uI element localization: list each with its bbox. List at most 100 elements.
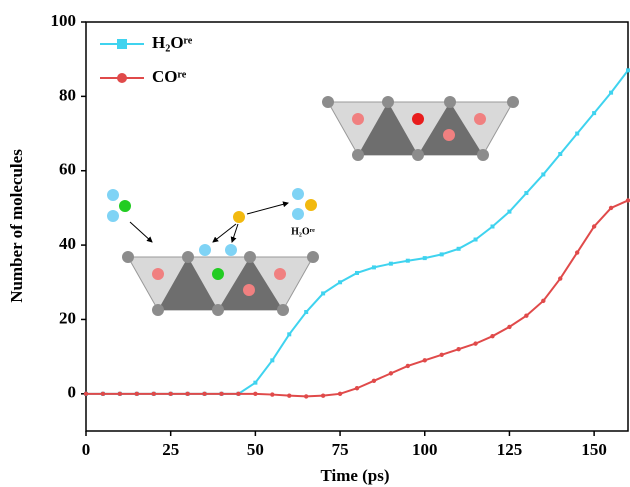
- point: [405, 363, 411, 369]
- point: [287, 332, 292, 337]
- atom: [244, 251, 256, 263]
- point: [338, 280, 343, 285]
- point: [321, 291, 326, 296]
- atom: [199, 244, 211, 256]
- annotation: H₂Oʳᵉ: [291, 226, 315, 237]
- surface-diagram: H₂Oʳᵉ: [107, 188, 319, 316]
- point: [473, 341, 478, 346]
- point: [439, 352, 444, 357]
- point: [626, 68, 630, 73]
- atom: [443, 129, 455, 141]
- point: [507, 324, 512, 330]
- atom: [225, 244, 237, 256]
- plot-frame: [85, 21, 629, 432]
- point: [253, 391, 258, 397]
- point: [304, 310, 309, 315]
- y-tick-label: 100: [51, 11, 77, 30]
- point: [83, 391, 89, 397]
- point: [117, 391, 123, 397]
- legend-label: H₂Oʳᵉ: [152, 33, 193, 52]
- slab: [127, 256, 314, 311]
- atom: [474, 113, 486, 125]
- point: [168, 391, 173, 397]
- point: [388, 371, 394, 376]
- point: [422, 256, 427, 261]
- point: [151, 391, 156, 397]
- point: [270, 392, 275, 397]
- point: [422, 358, 427, 363]
- point: [185, 391, 190, 397]
- point: [100, 391, 106, 397]
- x-axis-label: Time (ps): [320, 466, 389, 485]
- arrow: [129, 221, 153, 243]
- atom: [292, 188, 304, 200]
- atom: [507, 96, 519, 108]
- atom: [292, 208, 304, 220]
- slab: [327, 101, 514, 156]
- dark-triangle: [158, 257, 218, 310]
- point: [591, 224, 597, 229]
- point: [574, 250, 580, 255]
- atom: [352, 149, 364, 161]
- point: [371, 265, 376, 270]
- legend-marker: [117, 39, 127, 49]
- point: [303, 394, 309, 399]
- arrow: [246, 201, 289, 215]
- atom: [233, 211, 245, 223]
- x-tick-label: 75: [332, 440, 349, 459]
- point: [337, 391, 343, 397]
- point: [541, 298, 546, 304]
- atom: [107, 210, 119, 222]
- atom: [412, 149, 424, 161]
- point: [355, 270, 359, 275]
- atom: [444, 96, 456, 108]
- atom: [107, 189, 119, 201]
- point: [507, 209, 512, 214]
- x-tick-label: 25: [162, 440, 179, 459]
- surface-diagram: COʳᵉ: [322, 96, 519, 161]
- point: [287, 393, 292, 398]
- point: [524, 191, 529, 196]
- point: [558, 276, 563, 281]
- point: [253, 380, 258, 385]
- atom: [477, 149, 489, 161]
- point: [439, 252, 444, 257]
- x-tick-label: 0: [82, 440, 91, 459]
- point: [592, 111, 597, 116]
- point: [490, 333, 495, 339]
- atom: [243, 284, 255, 296]
- dark-triangle: [218, 257, 283, 310]
- point: [609, 90, 614, 95]
- atom: [152, 304, 164, 316]
- point: [608, 205, 614, 211]
- atom: [119, 200, 131, 212]
- y-tick-label: 0: [68, 383, 77, 402]
- atom: [307, 251, 319, 263]
- y-axis-label: Number of molecules: [7, 149, 26, 303]
- atom: [352, 113, 364, 125]
- x-tick-label: 50: [247, 440, 264, 459]
- diagrams: H₂Oʳᵉ COʳᵉ: [107, 96, 519, 316]
- point: [388, 261, 393, 266]
- y-tick-label: 20: [59, 308, 76, 327]
- y-tick-label: 40: [59, 234, 76, 253]
- y-tick-label: 80: [59, 85, 76, 104]
- atom: [277, 304, 289, 316]
- atom: [152, 268, 164, 280]
- point: [541, 172, 546, 177]
- atom: [274, 268, 286, 280]
- x-tick-label: 125: [497, 440, 523, 459]
- point: [320, 393, 326, 398]
- atom: [212, 304, 224, 316]
- dark-triangle: [418, 102, 483, 155]
- arrow: [230, 223, 239, 243]
- point: [524, 313, 529, 318]
- atom: [212, 268, 224, 280]
- point: [270, 358, 275, 363]
- point: [575, 131, 580, 136]
- point: [371, 378, 377, 384]
- point: [236, 391, 241, 397]
- atom: [382, 96, 394, 108]
- atom: [305, 199, 317, 211]
